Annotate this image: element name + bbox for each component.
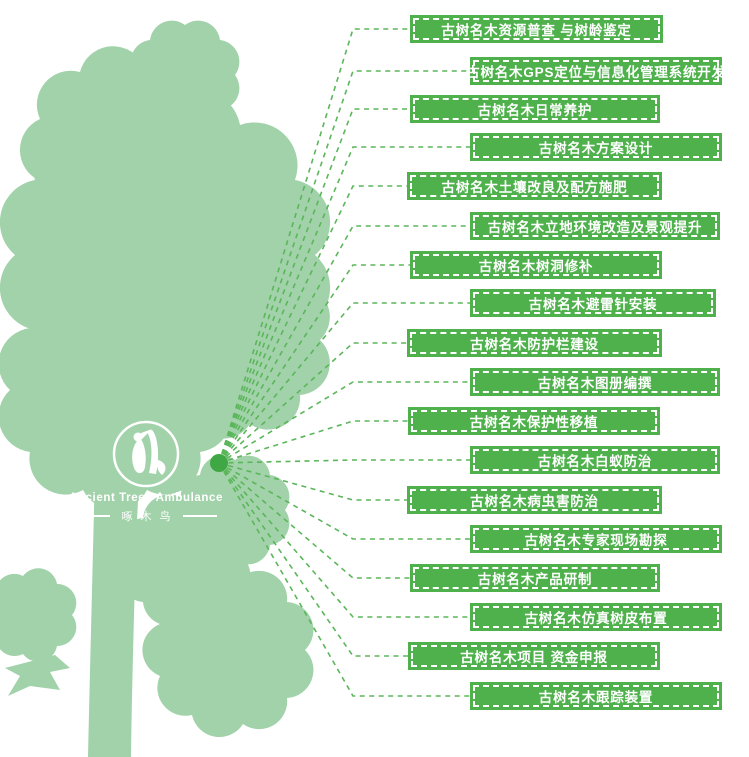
service-label: 古树名木白蚁防治 [537, 454, 653, 469]
service-box-site-environment: 古树名木立地环境改造及景观提升 [470, 212, 720, 240]
connector-line [218, 185, 407, 464]
connector-line [218, 342, 407, 464]
service-box-lightning-rod: 古树名木避雷针安装 [470, 289, 716, 317]
service-box-resource-survey: 古树名木资源普查 与树龄鉴定 [410, 15, 663, 43]
service-box-protective-fence: 古树名木防护栏建设 [407, 329, 662, 357]
logo-subtitle: 啄木鸟 [121, 511, 179, 523]
service-label: 古树名木项目 资金申报 [460, 650, 608, 665]
service-box-protective-transplant: 古树名木保护性移植 [408, 407, 660, 435]
service-label: 古树名木跟踪装置 [538, 690, 654, 705]
service-box-tracking-device: 古树名木跟踪装置 [470, 682, 722, 710]
service-label: 古树名木避雷针安装 [528, 297, 658, 312]
service-box-soil-improvement: 古树名木土壤改良及配方施肥 [407, 172, 662, 200]
right-rule [182, 515, 217, 517]
hub-dot [210, 454, 228, 472]
connector-line [218, 108, 410, 464]
connector-line [218, 146, 470, 464]
service-box-funding-application: 古树名木项目 资金申报 [408, 642, 660, 670]
service-label: 古树名木仿真树皮布置 [524, 611, 668, 626]
connector-lines [218, 28, 470, 697]
connector-line [218, 462, 470, 540]
service-label: 古树名木图册编撰 [537, 376, 653, 391]
service-box-album-compilation: 古树名木图册编撰 [470, 368, 720, 396]
service-box-hollow-repair: 古树名木树洞修补 [410, 251, 662, 279]
service-label: 古树名木立地环境改造及景观提升 [487, 220, 703, 235]
connector-line [218, 459, 470, 464]
service-label: 古树名木GPS定位与信息化管理系统开发 [466, 65, 726, 80]
service-label: 古树名木防护栏建设 [470, 337, 599, 352]
connector-line [218, 302, 470, 464]
connector-line [218, 462, 410, 579]
connector-line [218, 462, 470, 697]
service-box-simulated-bark: 古树名木仿真树皮布置 [470, 603, 722, 631]
service-label: 古树名木产品研制 [477, 572, 593, 587]
service-box-expert-site-survey: 古树名木专家现场勘探 [470, 525, 722, 553]
woodpecker-icon [112, 420, 180, 488]
logo-subtitle-row: 啄木鸟 [40, 508, 252, 524]
left-rule [75, 515, 110, 517]
service-box-termite-control: 古树名木白蚁防治 [470, 446, 720, 474]
service-label: 古树名木专家现场勘探 [524, 533, 668, 548]
service-label: 古树名木日常养护 [477, 103, 593, 118]
connector-line [218, 462, 407, 501]
service-label: 古树名木保护性移植 [469, 415, 599, 430]
service-box-plan-design: 古树名木方案设计 [470, 133, 722, 161]
service-box-daily-care: 古树名木日常养护 [410, 95, 660, 123]
service-label: 古树名木树洞修补 [478, 259, 594, 274]
logo-title: Ancient Trees Ambulance [69, 492, 223, 504]
connector-line [218, 462, 408, 657]
tree-silhouette-icon [0, 20, 331, 757]
service-box-gps-info-system: 古树名木GPS定位与信息化管理系统开发 [466, 57, 725, 85]
service-box-pest-control: 古树名木病虫害防治 [407, 486, 662, 514]
connector-line [218, 381, 470, 464]
connector-line [218, 264, 410, 464]
service-box-product-development: 古树名木产品研制 [410, 564, 660, 592]
service-label: 古树名木资源普查 与树龄鉴定 [441, 23, 632, 38]
service-label: 古树名木土壤改良及配方施肥 [441, 180, 628, 195]
service-label: 古树名木病虫害防治 [470, 494, 599, 509]
connector-line [218, 462, 470, 618]
logo: Ancient Trees Ambulance 啄木鸟 [40, 418, 252, 524]
service-label: 古树名木方案设计 [538, 141, 654, 156]
